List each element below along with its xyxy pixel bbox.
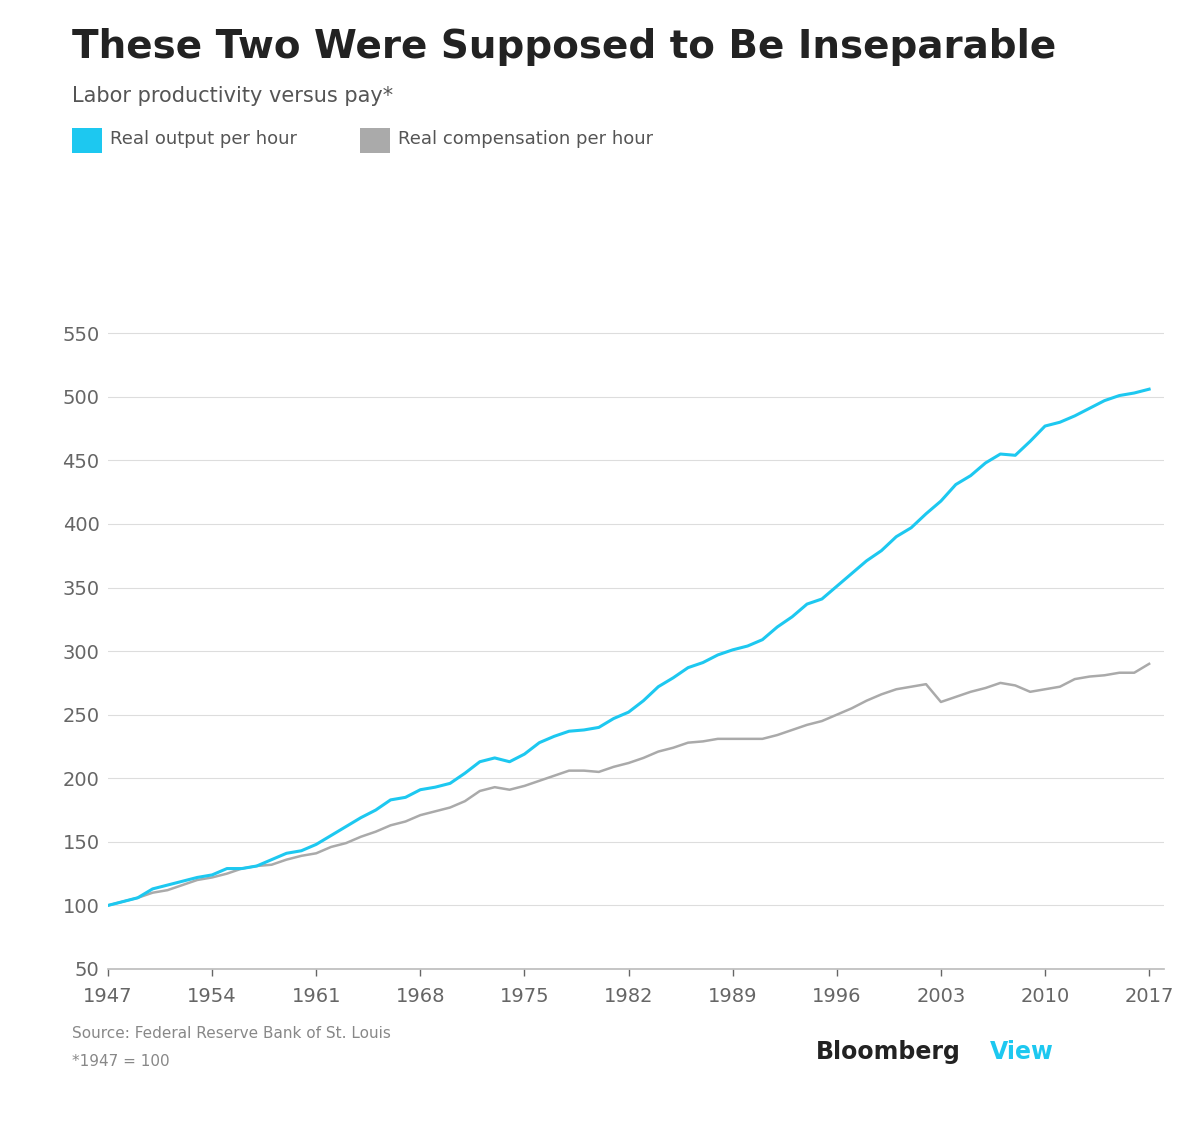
Text: Real compensation per hour: Real compensation per hour (398, 130, 654, 148)
Text: View: View (990, 1040, 1054, 1064)
Text: Real output per hour: Real output per hour (110, 130, 298, 148)
Text: Bloomberg: Bloomberg (816, 1040, 961, 1064)
Text: These Two Were Supposed to Be Inseparable: These Two Were Supposed to Be Inseparabl… (72, 28, 1056, 66)
Text: Labor productivity versus pay*: Labor productivity versus pay* (72, 86, 394, 106)
Text: *1947 = 100: *1947 = 100 (72, 1054, 169, 1069)
Text: Source: Federal Reserve Bank of St. Louis: Source: Federal Reserve Bank of St. Loui… (72, 1026, 391, 1041)
